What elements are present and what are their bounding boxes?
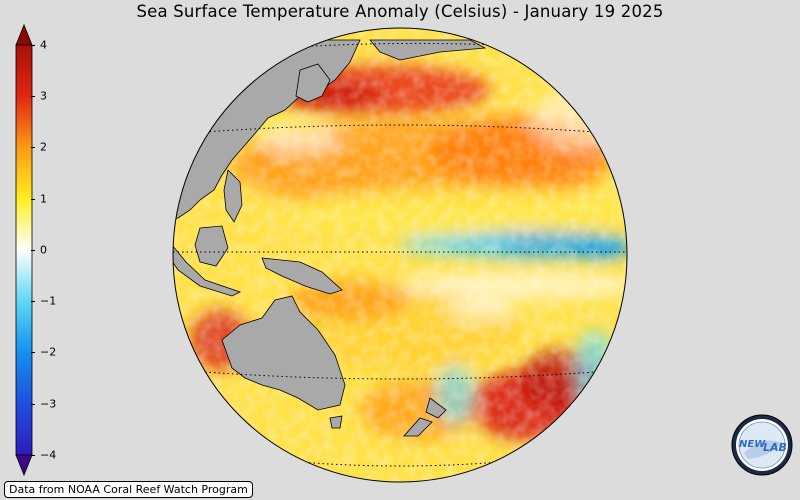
colorbar-tick-mark: [31, 301, 35, 302]
colorbar-tick-label: 0: [40, 243, 47, 257]
land-alaska: [558, 39, 627, 111]
land-tasmania: [329, 415, 343, 429]
data-credit: Data from NOAA Coral Reef Watch Program: [4, 481, 253, 498]
land-new-guinea: [261, 257, 343, 295]
newlab-logo: NEW LAB: [731, 414, 793, 476]
colorbar-tick-mark: [31, 352, 35, 353]
colorbar-tick-label: 2: [40, 140, 47, 154]
colorbar-tick-mark: [31, 45, 35, 46]
land-philippines: [223, 169, 243, 223]
gridline-30n: [204, 124, 596, 133]
gridline-30s: [204, 371, 596, 380]
colorbar-axis: 4 3 2 1 0 −1 −2 −3 −4: [0, 0, 70, 500]
land-borneo: [194, 225, 229, 267]
colorbar: [15, 23, 33, 477]
page-title: Sea Surface Temperature Anomaly (Celsius…: [136, 2, 664, 21]
colorbar-tick-mark: [31, 404, 35, 405]
land-australia: [221, 295, 346, 411]
sst-anomaly-field: [173, 28, 627, 482]
gridline-60s: [299, 461, 501, 467]
colorbar-tick-label: −1: [40, 294, 57, 308]
colorbar-min-arrow: [15, 454, 33, 477]
colorbar-tick-mark: [31, 250, 35, 251]
globe-outline: [172, 27, 628, 483]
logo-text-right: LAB: [763, 441, 787, 454]
logo-text-left: NEW: [739, 439, 766, 450]
land-kamchatka: [369, 39, 487, 61]
colorbar-tick-label: −4: [40, 448, 57, 462]
globe: [172, 27, 628, 483]
colorbar-tick-label: −3: [40, 397, 57, 411]
colorbar-tick-label: 3: [40, 89, 47, 103]
colorbar-tick-mark: [31, 96, 35, 97]
land-sumatra-java: [173, 244, 242, 297]
land-new-zealand: [403, 397, 447, 437]
colorbar-tick-mark: [31, 147, 35, 148]
land-japan: [295, 63, 331, 103]
colorbar-tick-mark: [31, 455, 35, 456]
colorbar-tick-mark: [31, 199, 35, 200]
colorbar-tick-label: 1: [40, 192, 47, 206]
colorbar-tick-label: 4: [40, 38, 47, 52]
gridlines: [173, 42, 627, 467]
colorbar-tick-label: −2: [40, 345, 57, 359]
